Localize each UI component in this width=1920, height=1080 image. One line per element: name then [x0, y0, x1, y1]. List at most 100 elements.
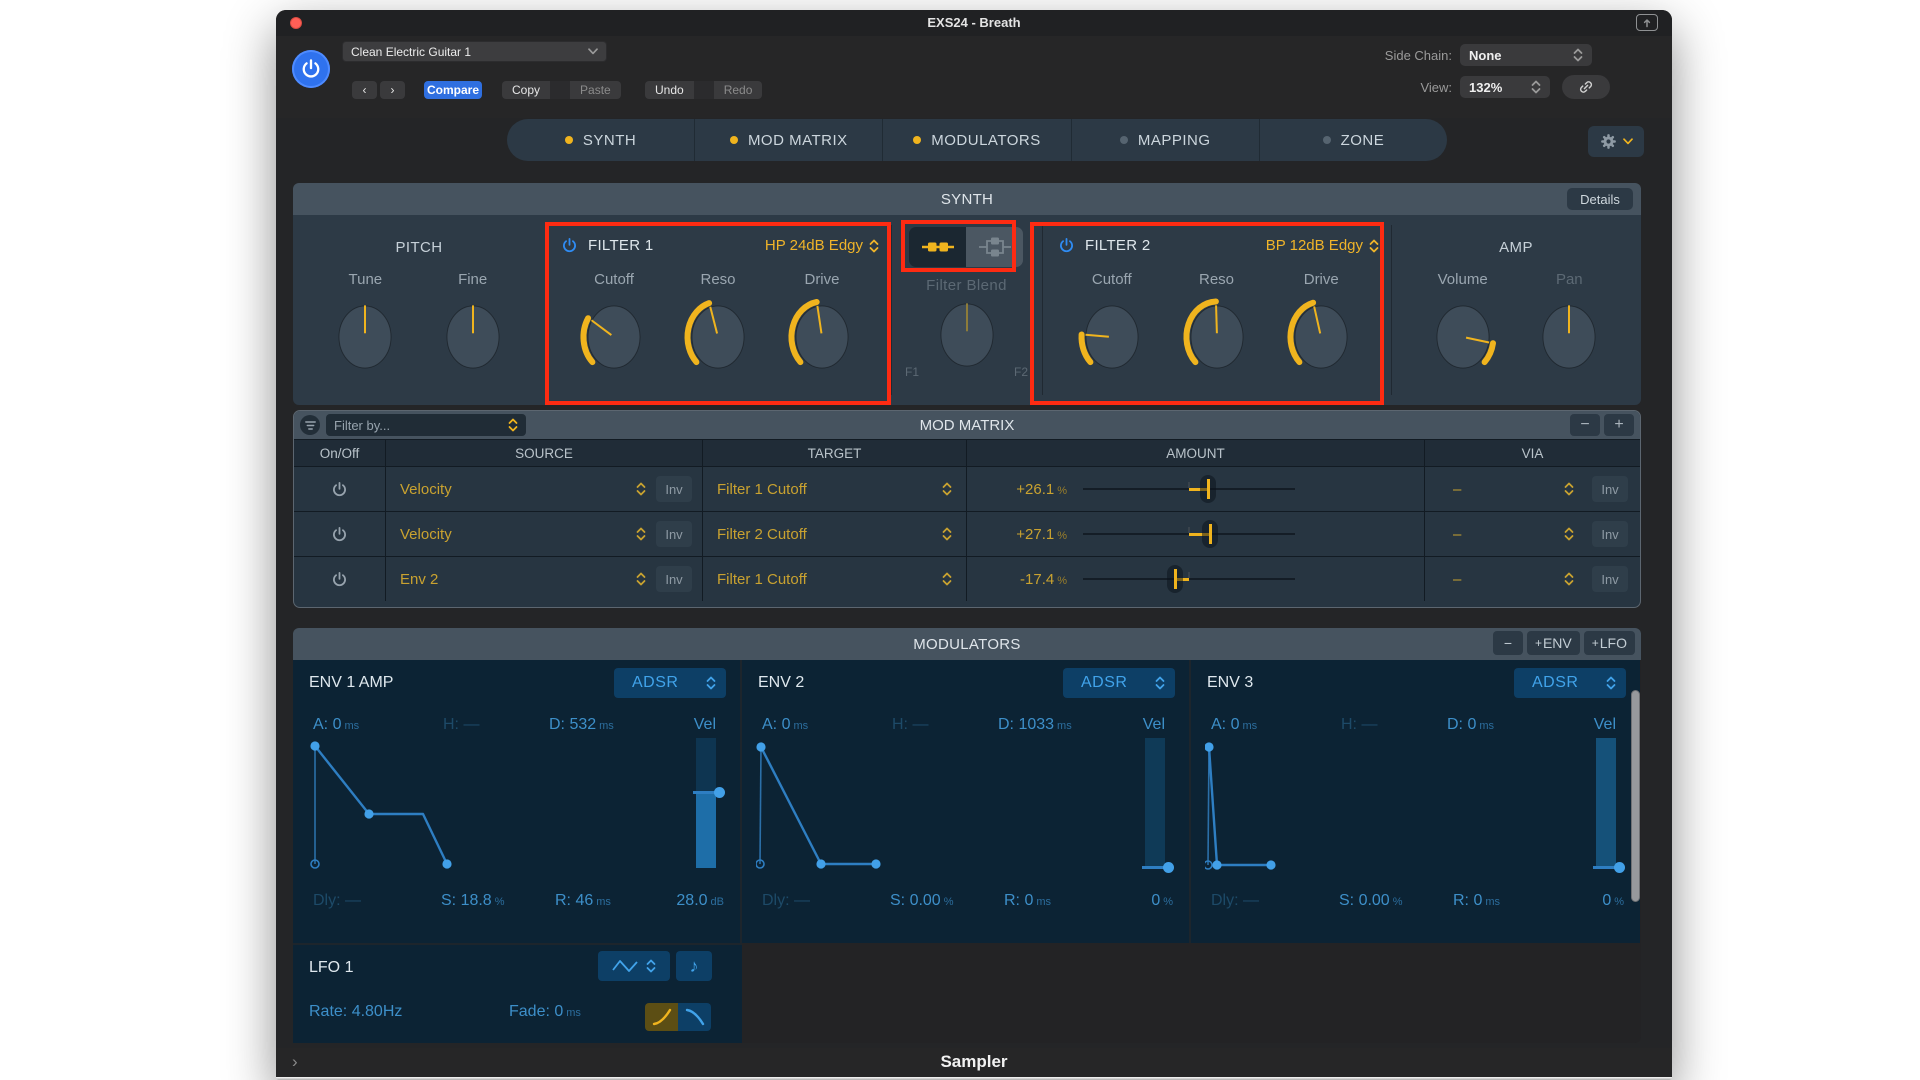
preset-selector[interactable]: Clean Electric Guitar 1 [342, 41, 607, 62]
filter2-type-selector[interactable]: BP 12dB Edgy [1266, 237, 1379, 254]
lfo-tempo-sync-button[interactable]: ♪ [676, 951, 712, 981]
vel-amount-value[interactable]: 28.0 dB [676, 892, 724, 909]
source-value[interactable]: Velocity [400, 480, 452, 498]
filter2-drive-knob[interactable] [1286, 297, 1356, 375]
chevron-updown-icon[interactable] [636, 571, 646, 587]
invert-source-button[interactable]: Inv [656, 521, 692, 547]
decay-value[interactable]: D: 532 ms [549, 716, 614, 733]
add-env-button[interactable]: + ENV [1526, 631, 1580, 655]
next-preset-button[interactable]: › [380, 81, 405, 99]
hold-value[interactable]: H: — [892, 716, 929, 733]
chevron-updown-icon[interactable] [942, 571, 952, 587]
decay-value[interactable]: D: 1033 ms [998, 716, 1072, 733]
tab-mapping[interactable]: MAPPING [1072, 119, 1260, 161]
filter-list-icon[interactable] [300, 415, 320, 435]
footer-expand-chevron[interactable]: › [292, 1052, 298, 1071]
filter1-drive-knob[interactable] [787, 297, 857, 375]
via-value[interactable]: – [1453, 525, 1462, 543]
lfo-fade-value[interactable]: Fade: 0 ms [509, 1003, 581, 1020]
filter1-type-selector[interactable]: HP 24dB Edgy [765, 237, 879, 254]
chevron-updown-icon[interactable] [636, 526, 646, 542]
invert-source-button[interactable]: Inv [656, 566, 692, 592]
attack-value[interactable]: A: 0 ms [1211, 716, 1258, 733]
sustain-value[interactable]: S: 0.00% [890, 892, 954, 909]
envelope-graph[interactable] [1205, 738, 1365, 874]
env-mode-selector[interactable]: ADSR [1063, 668, 1175, 698]
chevron-updown-icon[interactable] [942, 526, 952, 542]
compare-button[interactable]: Compare [424, 81, 482, 99]
hold-value[interactable]: H: — [1341, 716, 1378, 733]
volume-knob[interactable] [1428, 297, 1498, 375]
prev-preset-button[interactable]: ‹ [352, 81, 377, 99]
chevron-updown-icon[interactable] [942, 481, 952, 497]
source-value[interactable]: Env 2 [400, 570, 439, 588]
copy-button[interactable]: Copy [512, 83, 541, 97]
chevron-updown-icon[interactable] [1564, 571, 1574, 587]
filter2-power-icon[interactable] [1058, 237, 1075, 254]
filter2-cutoff-knob[interactable] [1077, 297, 1147, 375]
fine-knob[interactable] [438, 297, 508, 375]
view-zoom-selector[interactable]: 132% [1460, 76, 1550, 98]
tab-synth[interactable]: SYNTH [507, 119, 696, 161]
vel-slider-handle[interactable] [1142, 862, 1174, 873]
filter2-reso-knob[interactable] [1182, 297, 1252, 375]
via-value[interactable]: – [1453, 480, 1462, 498]
amount-slider[interactable] [1083, 519, 1295, 549]
release-value[interactable]: R: 46 ms [555, 892, 611, 909]
add-modulation-button[interactable]: + [1604, 414, 1634, 436]
slider-handle[interactable] [1167, 565, 1184, 593]
filter-routing-parallel-button[interactable] [966, 227, 1023, 267]
envelope-graph[interactable] [756, 738, 916, 874]
plugin-power-button[interactable] [292, 50, 330, 88]
chevron-updown-icon[interactable] [1564, 526, 1574, 542]
chevron-updown-icon[interactable] [1564, 481, 1574, 497]
attack-value[interactable]: A: 0 ms [762, 716, 809, 733]
chevron-updown-icon[interactable] [636, 481, 646, 497]
details-button[interactable]: Details [1567, 188, 1633, 210]
vel-amount-value[interactable]: 0% [1602, 892, 1624, 909]
source-value[interactable]: Velocity [400, 525, 452, 543]
env-mode-selector[interactable]: ADSR [614, 668, 726, 698]
settings-menu-button[interactable] [1588, 126, 1644, 157]
link-button[interactable] [1562, 75, 1610, 99]
close-button[interactable] [290, 17, 302, 29]
release-value[interactable]: R: 0 ms [1004, 892, 1052, 909]
sustain-value[interactable]: S: 18.8% [441, 892, 505, 909]
release-value[interactable]: R: 0 ms [1453, 892, 1501, 909]
invert-via-button[interactable]: Inv [1592, 566, 1628, 592]
remove-modulator-button[interactable]: − [1492, 631, 1523, 655]
delay-value[interactable]: Dly: — [762, 892, 810, 909]
tab-zone[interactable]: ZONE [1260, 119, 1447, 161]
redo-button[interactable]: Redo [723, 83, 753, 97]
target-value[interactable]: Filter 2 Cutoff [717, 525, 807, 543]
invert-source-button[interactable]: Inv [656, 476, 692, 502]
popout-icon[interactable] [1636, 14, 1658, 31]
row-power-icon[interactable] [331, 571, 348, 588]
filter-by-selector[interactable]: Filter by... [326, 414, 526, 436]
paste-button[interactable]: Paste [580, 83, 611, 97]
vel-amount-value[interactable]: 0% [1151, 892, 1173, 909]
tab-mod-matrix[interactable]: MOD MATRIX [695, 119, 884, 161]
filter-routing-series-button[interactable] [909, 227, 966, 267]
row-power-icon[interactable] [331, 481, 348, 498]
lfo-waveform-selector[interactable] [598, 951, 670, 981]
amount-slider[interactable] [1083, 564, 1295, 594]
scrollbar-thumb[interactable] [1631, 690, 1640, 902]
slider-handle[interactable] [1200, 475, 1217, 503]
invert-via-button[interactable]: Inv [1592, 476, 1628, 502]
filter1-cutoff-knob[interactable] [579, 297, 649, 375]
delay-value[interactable]: Dly: — [313, 892, 361, 909]
target-value[interactable]: Filter 1 Cutoff [717, 480, 807, 498]
attack-value[interactable]: A: 0 ms [313, 716, 360, 733]
remove-modulation-button[interactable]: − [1570, 414, 1600, 436]
decay-value[interactable]: D: 0 ms [1447, 716, 1495, 733]
env-mode-selector[interactable]: ADSR [1514, 668, 1626, 698]
lfo-fade-out-button[interactable] [678, 1003, 711, 1031]
amount-slider[interactable] [1083, 474, 1295, 504]
slider-handle[interactable] [1202, 520, 1219, 548]
filter1-reso-knob[interactable] [683, 297, 753, 375]
tab-modulators[interactable]: MODULATORS [883, 119, 1072, 161]
pan-knob[interactable] [1534, 297, 1604, 375]
vel-slider-handle[interactable] [1593, 862, 1625, 873]
vel-slider[interactable] [1593, 738, 1625, 873]
